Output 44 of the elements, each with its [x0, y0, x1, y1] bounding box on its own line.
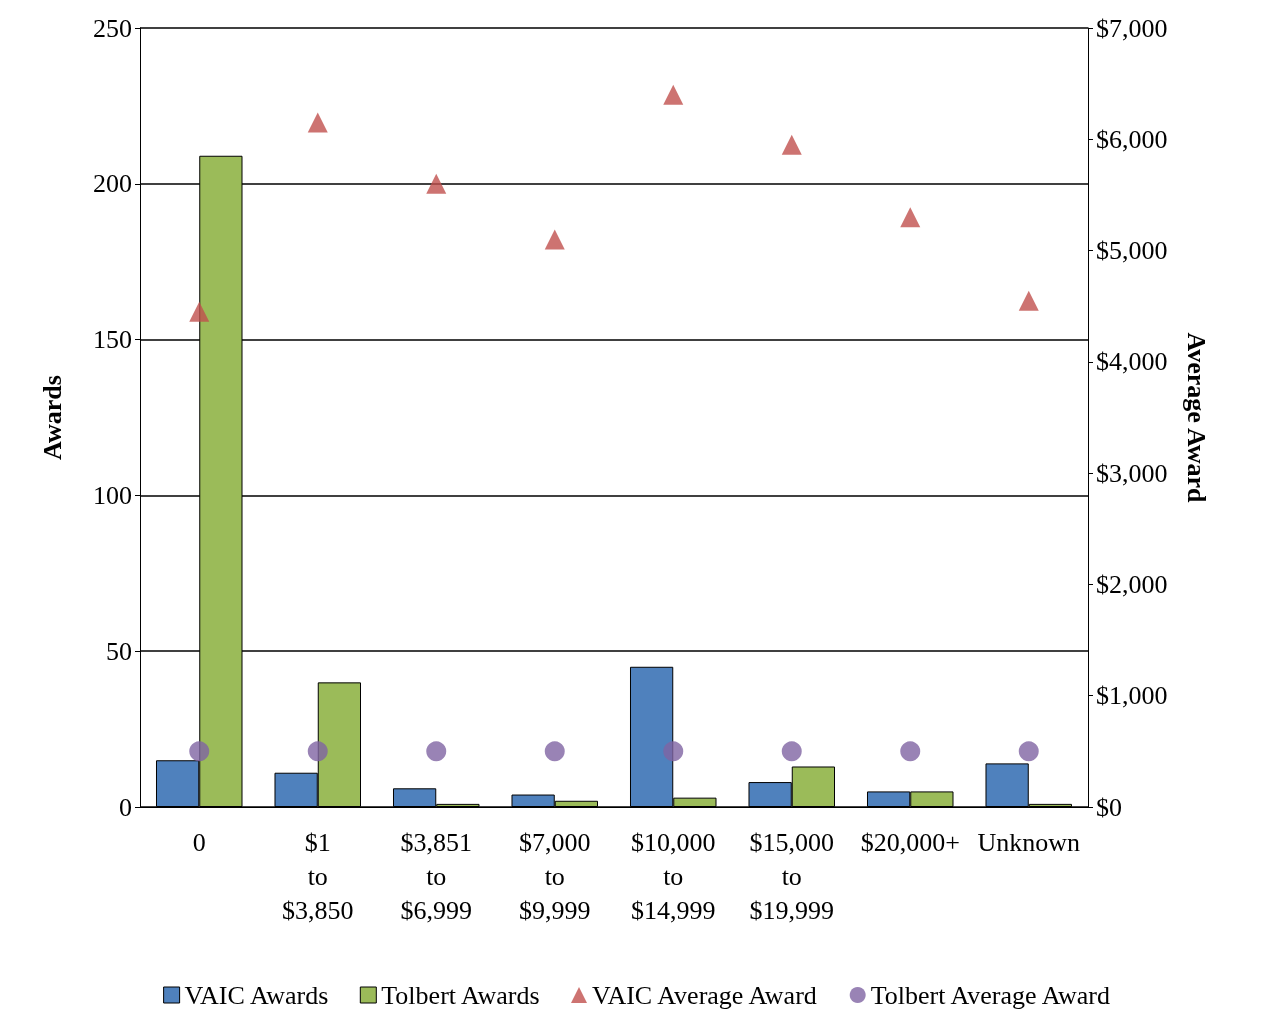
x-tick-label: $7,000 to $9,999: [519, 827, 591, 925]
y2-axis-title: Average Award: [1181, 332, 1211, 504]
y2-tick-label: $6,000: [1096, 124, 1168, 154]
y-tick-label: 250: [93, 13, 132, 43]
y-axis-title: Awards: [37, 375, 67, 460]
point: [307, 741, 328, 762]
point: [426, 741, 447, 762]
point: [307, 112, 328, 133]
point: [544, 229, 565, 250]
point: [426, 173, 447, 194]
y2-tick-label: $3,000: [1096, 458, 1168, 488]
y-tick-label: 150: [93, 325, 132, 355]
point: [189, 741, 210, 762]
point: [663, 84, 684, 105]
point: [900, 741, 921, 762]
y2-tick-label: $0: [1096, 792, 1122, 822]
x-tick-label: 0: [192, 827, 206, 857]
point: [663, 741, 684, 762]
point: [189, 301, 210, 322]
legend-label: Tolbert Awards: [381, 980, 540, 1010]
point: [544, 741, 565, 762]
y-tick-label: 0: [119, 792, 132, 822]
x-tick-label: Unknown: [977, 827, 1081, 857]
y2-tick-label: $7,000: [1096, 13, 1168, 43]
y-tick-label: 100: [93, 480, 132, 510]
point: [900, 207, 921, 228]
x-tick-label: $10,000 to $14,999: [631, 827, 716, 925]
point: [781, 134, 802, 155]
y2-tick-label: $5,000: [1096, 236, 1168, 266]
y2-tick-label: $4,000: [1096, 347, 1168, 377]
point: [1018, 290, 1039, 311]
x-tick-label: $15,000 to $19,999: [749, 827, 834, 925]
x-tick-label: $20,000+: [860, 827, 960, 857]
x-tick-label: $1 to $3,850: [282, 827, 354, 925]
y-tick-label: 50: [106, 636, 132, 666]
y2-tick-label: $2,000: [1096, 569, 1168, 599]
legend-label: VAIC Awards: [184, 980, 329, 1010]
x-tick-label: $3,851 to $6,999: [400, 827, 472, 925]
y-tick-label: 200: [93, 169, 132, 199]
point: [781, 741, 802, 762]
point: [1018, 741, 1039, 762]
y2-tick-label: $1,000: [1096, 681, 1168, 711]
legend-label: VAIC Average Award: [591, 980, 817, 1010]
legend-label: Tolbert Average Award: [870, 980, 1111, 1010]
